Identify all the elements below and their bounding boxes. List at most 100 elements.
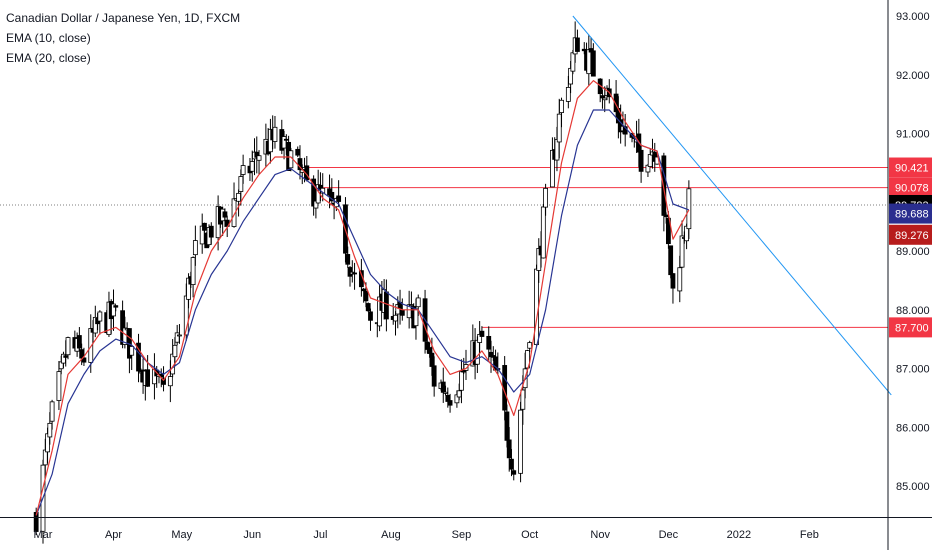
price-badge-label: 87.700 bbox=[895, 322, 929, 334]
candle-down bbox=[365, 303, 371, 312]
trend-line-group bbox=[572, 15, 892, 396]
y-tick-label: 87.000 bbox=[896, 364, 930, 376]
candle-up bbox=[413, 308, 419, 327]
x-tick-label: Apr bbox=[105, 529, 122, 541]
y-tick-label: 92.000 bbox=[896, 70, 930, 82]
x-tick-label: Sep bbox=[452, 529, 472, 541]
candle-up bbox=[570, 52, 576, 72]
price-badge-hline bbox=[889, 177, 932, 198]
candle-up bbox=[42, 449, 48, 466]
candle-up bbox=[459, 371, 464, 391]
candle-up bbox=[686, 188, 692, 230]
candle-up bbox=[540, 206, 546, 259]
candle-up bbox=[236, 192, 241, 202]
candle-up bbox=[256, 155, 262, 161]
x-tick-label: Jun bbox=[243, 529, 261, 541]
price-badge-label: 89.276 bbox=[895, 230, 929, 242]
candle-down bbox=[666, 217, 671, 245]
x-tick-label: Jul bbox=[313, 529, 327, 541]
price-badge-ema20 bbox=[889, 203, 932, 224]
price-badge-hline bbox=[889, 317, 932, 338]
candle-up bbox=[177, 334, 182, 337]
candle-down bbox=[368, 311, 373, 321]
price-badge-hline bbox=[889, 157, 932, 178]
chart-legend: Canadian Dollar / Japanese Yen, 1D, FXCM… bbox=[6, 8, 240, 68]
candle-up bbox=[527, 342, 533, 349]
time-axis[interactable]: Mar Apr May Jun Jul Aug Sep Oct Nov Dec 2022 Feb bbox=[34, 529, 819, 541]
candle-up bbox=[602, 97, 608, 101]
candle-up bbox=[129, 346, 135, 356]
candle-up bbox=[190, 257, 196, 286]
candle-up bbox=[543, 187, 548, 208]
x-tick-label: Oct bbox=[521, 529, 538, 541]
candle-up bbox=[525, 350, 530, 369]
candle-down bbox=[638, 149, 644, 172]
legend-ema10[interactable]: EMA (10, close) bbox=[6, 31, 91, 45]
candle-up bbox=[238, 176, 244, 192]
candle-down bbox=[479, 330, 485, 337]
candle-up bbox=[174, 332, 180, 343]
candle-down bbox=[295, 148, 301, 156]
x-tick-label: Nov bbox=[590, 529, 610, 541]
candle-down bbox=[384, 291, 389, 320]
candle-down bbox=[283, 138, 289, 141]
candle-down bbox=[202, 222, 207, 231]
candle-up bbox=[172, 344, 178, 358]
candle-up bbox=[281, 136, 287, 149]
candle-up bbox=[409, 304, 414, 306]
candle-down bbox=[504, 411, 510, 441]
candle-up bbox=[49, 401, 55, 422]
candle-up bbox=[534, 268, 539, 345]
legend-ema20[interactable]: EMA (20, close) bbox=[6, 51, 91, 65]
candle-down bbox=[511, 470, 517, 475]
candle-down bbox=[76, 335, 82, 349]
candle-down bbox=[575, 37, 580, 52]
candle-down bbox=[600, 95, 605, 99]
candle-down bbox=[345, 254, 351, 265]
candle-up bbox=[415, 297, 421, 308]
legend-symbol[interactable]: Canadian Dollar / Japanese Yen, 1D, FXCM bbox=[6, 11, 241, 25]
x-tick-label: 2022 bbox=[727, 529, 751, 541]
x-tick-label: Aug bbox=[381, 529, 401, 541]
candle-down bbox=[352, 272, 357, 275]
candle-up bbox=[518, 409, 523, 474]
trend-line bbox=[572, 15, 892, 396]
candlesticks bbox=[33, 21, 692, 544]
candle-up bbox=[565, 87, 571, 102]
candle-down bbox=[222, 211, 228, 218]
x-tick-label: Mar bbox=[34, 529, 53, 541]
candle-down bbox=[63, 355, 69, 358]
candle-down bbox=[590, 50, 596, 77]
x-tick-label: Dec bbox=[659, 529, 679, 541]
candle-down bbox=[399, 309, 405, 316]
candle-up bbox=[47, 422, 53, 438]
candle-down bbox=[427, 347, 433, 354]
candle-up bbox=[586, 49, 592, 75]
candle-down bbox=[136, 342, 141, 372]
candle-down bbox=[663, 214, 669, 218]
candle-up bbox=[556, 113, 562, 143]
candle-up bbox=[520, 389, 526, 410]
candle-up bbox=[679, 235, 685, 268]
candle-up bbox=[97, 311, 103, 322]
candle-down bbox=[113, 305, 119, 308]
y-tick-label: 86.000 bbox=[896, 422, 930, 434]
candle-up bbox=[167, 376, 173, 387]
candle-down bbox=[161, 377, 166, 385]
candle-down bbox=[208, 225, 214, 238]
candle-up bbox=[240, 165, 246, 175]
x-tick-label: May bbox=[171, 529, 192, 541]
candle-up bbox=[272, 126, 278, 142]
y-tick-label: 85.000 bbox=[896, 481, 930, 493]
candle-up bbox=[443, 391, 448, 394]
price-badge-ema10 bbox=[889, 224, 932, 245]
candle-down bbox=[447, 400, 453, 406]
horizontal-lines bbox=[0, 167, 888, 328]
price-badge-label: 89.688 bbox=[895, 209, 929, 221]
candle-down bbox=[361, 288, 367, 292]
candle-up bbox=[647, 154, 653, 167]
y-tick-label: 91.000 bbox=[896, 129, 930, 141]
